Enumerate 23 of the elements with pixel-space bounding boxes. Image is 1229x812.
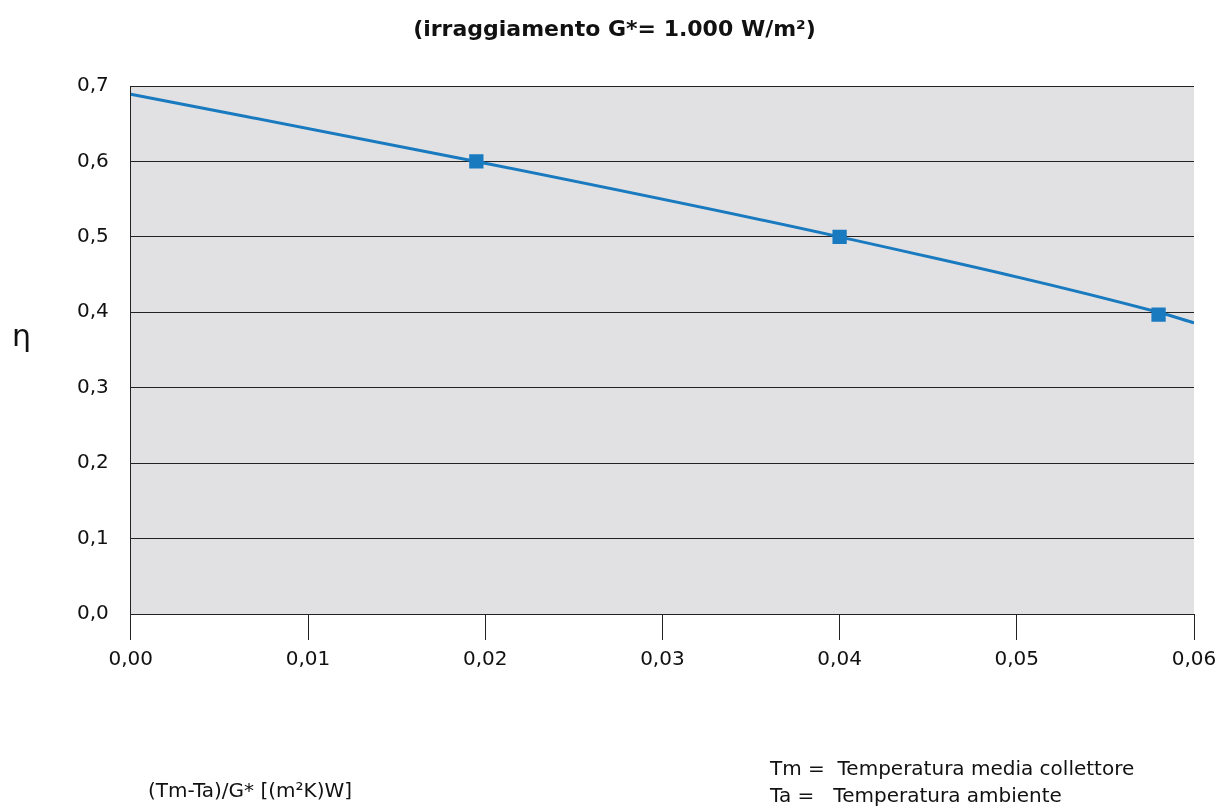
y-tick-label: 0,5 [76,223,109,248]
x-tick-label: 0,03 [640,646,685,671]
x-tick-label: 0,04 [817,646,862,671]
text: Tm = Temperatura media collettore [770,756,1135,780]
y-axis-title: η [12,318,32,353]
y-tick-label: 0,4 [76,298,109,323]
text: Ta = Temperatura ambiente [770,783,1062,807]
x-tick-label: 0,01 [285,646,331,671]
y-tick-label: 0,7 [76,72,109,97]
chart-title: (irraggiamento G*= 1.000 W/m²) [412,16,817,41]
text: (Tm-Ta)/G* [(m²K)W] [148,778,353,802]
x-tick-label: 0,05 [994,646,1040,671]
x-tick-label: 0,00 [108,646,154,671]
y-tick-label: 0,0 [76,600,109,625]
y-tick-label: 0,6 [76,147,109,172]
line-series [130,92,1194,325]
y-tick-label: 0,2 [76,449,109,474]
y-tick-label: 0,3 [76,373,109,398]
x-tick-label: 0,02 [462,646,508,671]
y-tick-label: 0,1 [76,524,109,549]
point [469,154,484,169]
point [1151,307,1166,322]
x-tick-label: 0,06 [1171,646,1217,671]
